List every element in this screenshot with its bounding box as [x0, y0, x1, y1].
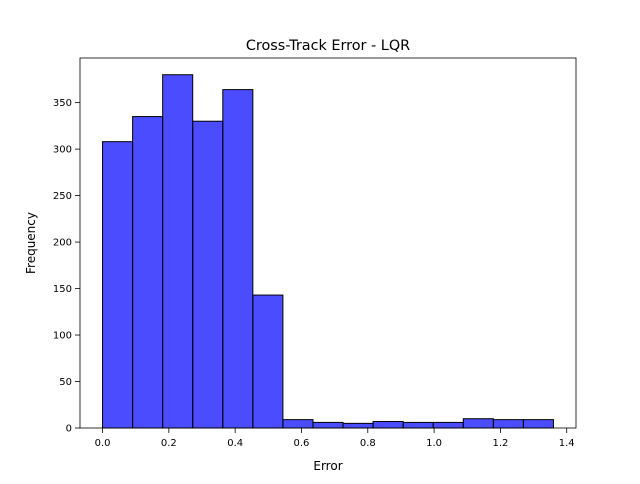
y-tick-label: 0 [66, 424, 72, 435]
plot-frame [79, 57, 577, 429]
x-tick-label: 1.0 [426, 438, 442, 449]
bars-group [102, 74, 554, 429]
x-tick-label: 0.0 [95, 438, 111, 449]
histogram-bar [192, 120, 224, 429]
y-axis-label: Frequency [24, 212, 38, 274]
y-tick-label: 200 [53, 238, 72, 249]
y-axis-ticks: 0 50 100 150 200 250 300 350 [53, 98, 80, 435]
histogram-bar [222, 89, 254, 429]
x-tick-label: 1.4 [559, 438, 575, 449]
histogram-bar [402, 421, 434, 429]
y-tick-label: 350 [53, 98, 72, 109]
y-tick-label: 300 [53, 145, 72, 156]
histogram-bar [252, 294, 284, 429]
x-tick-label: 0.6 [294, 438, 310, 449]
y-tick-label: 250 [53, 191, 72, 202]
x-tick-label: 0.8 [360, 438, 376, 449]
histogram-bar [342, 422, 374, 429]
y-tick-label: 100 [53, 331, 72, 342]
histogram-bar [312, 421, 344, 429]
histogram-bar [372, 420, 404, 429]
histogram-bar [432, 421, 464, 429]
histogram-bar [102, 141, 134, 429]
histogram-bar [462, 418, 494, 429]
histogram-bar [282, 419, 314, 429]
y-tick-label: 50 [59, 377, 72, 388]
x-tick-label: 0.2 [161, 438, 177, 449]
histogram-bar [522, 419, 554, 429]
histogram-bar [492, 419, 524, 429]
chart-title: Cross-Track Error - LQR [246, 38, 410, 54]
histogram-bar [132, 116, 164, 429]
y-tick-label: 150 [53, 284, 72, 295]
x-axis-ticks: 0.0 0.2 0.4 0.6 0.8 1.0 1.2 1.4 [95, 428, 575, 449]
x-axis-label: Error [313, 459, 342, 473]
x-tick-label: 1.2 [492, 438, 508, 449]
histogram-bar [162, 74, 194, 429]
x-tick-label: 0.4 [227, 438, 243, 449]
